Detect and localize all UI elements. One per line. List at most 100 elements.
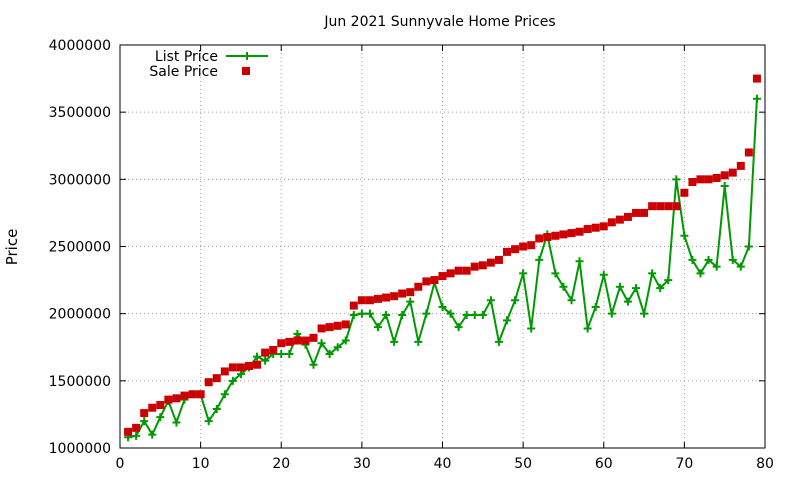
legend-label-sale-price: Sale Price	[149, 64, 218, 80]
y-tick-label: 2500000	[49, 240, 111, 256]
sale-price-point	[269, 345, 278, 354]
sale-price-point	[454, 266, 463, 275]
legend: List Price Sale Price	[149, 49, 268, 80]
sale-price-point	[220, 367, 229, 376]
list-price-point	[253, 352, 262, 361]
list-price-point	[454, 323, 463, 332]
list-price-point	[357, 309, 366, 318]
list-price-point	[712, 262, 721, 271]
list-price-point	[672, 175, 681, 184]
sale-price-point	[277, 339, 286, 348]
sale-price-point	[623, 212, 632, 221]
sale-price-point	[164, 395, 173, 404]
sale-price-point	[583, 225, 592, 234]
sale-price-point	[632, 208, 640, 217]
sale-price-point	[245, 362, 253, 371]
sale-price-point	[478, 261, 487, 270]
list-price-point	[293, 329, 302, 338]
list-price-point	[132, 431, 141, 440]
list-price-point	[527, 324, 536, 333]
sale-price-point	[212, 374, 221, 383]
sale-price-point	[333, 321, 342, 330]
sale-price-point	[591, 223, 600, 232]
list-price-point	[341, 336, 350, 345]
sale-price-point	[551, 231, 560, 240]
list-price-point	[446, 309, 455, 318]
list-price-point	[632, 284, 640, 293]
sale-price-point	[744, 148, 753, 157]
sale-price-point	[422, 277, 431, 286]
sale-price-point	[446, 269, 455, 278]
x-tick-label: 20	[272, 456, 290, 472]
list-price-point	[599, 270, 608, 279]
list-price-point	[212, 405, 221, 414]
list-price-point	[317, 339, 326, 348]
sale-price-point	[656, 202, 665, 211]
sale-price-point	[293, 336, 302, 345]
sale-price-point	[511, 245, 520, 254]
legend-marker-list-price	[243, 52, 251, 60]
sale-price-point	[527, 241, 536, 250]
list-price-point	[623, 297, 632, 306]
list-price-point	[172, 418, 181, 427]
list-price-point	[640, 309, 649, 318]
list-price-point	[349, 311, 358, 320]
sale-price-point	[132, 423, 141, 432]
sale-price-point	[599, 222, 608, 231]
list-price-point	[494, 337, 503, 346]
list-price-point	[567, 296, 576, 305]
x-tick-label: 60	[595, 456, 613, 472]
sale-price-point	[519, 242, 528, 251]
ticks	[119, 44, 766, 449]
list-price-point	[422, 309, 431, 318]
legend-marker-sale-price	[242, 67, 250, 75]
sale-price-point	[752, 74, 761, 83]
y-tick-label: 1000000	[49, 441, 111, 457]
series-layer	[124, 74, 761, 442]
sale-price-point	[398, 289, 407, 298]
list-price-point	[583, 324, 592, 333]
sale-price-point	[309, 333, 318, 342]
list-price-point	[551, 269, 560, 278]
list-price-point	[277, 349, 286, 358]
sale-price-point	[172, 394, 181, 403]
sale-price-point	[228, 363, 237, 372]
sale-price-point	[575, 227, 584, 236]
y-tick-label: 3000000	[49, 172, 111, 188]
list-price-point	[486, 296, 495, 305]
list-price-point	[511, 296, 520, 305]
list-price-point	[365, 309, 374, 318]
list-price-point	[503, 316, 511, 325]
legend-plus-glyph	[243, 52, 251, 60]
x-tick-label: 50	[514, 456, 532, 472]
list-price-point	[680, 231, 689, 240]
sale-price-point	[567, 229, 576, 238]
y-tick-label: 4000000	[49, 38, 111, 54]
sale-price-point	[607, 218, 616, 227]
y-tick-label: 2000000	[49, 307, 111, 323]
sale-price-point	[503, 247, 511, 256]
sale-price-point	[648, 202, 657, 211]
sale-price-point	[349, 301, 358, 310]
list-price-point	[140, 417, 149, 426]
list-price-point	[470, 311, 479, 320]
sale-price-point	[188, 390, 197, 399]
sale-price-point	[148, 403, 157, 412]
sale-price-point	[688, 178, 697, 187]
sale-price-point	[438, 272, 447, 281]
sale-price-point	[204, 378, 213, 387]
sale-price-point	[704, 175, 713, 184]
list-price-point	[535, 255, 544, 264]
x-tick-label: 0	[116, 456, 125, 472]
list-price-point	[559, 282, 568, 291]
sale-price-point	[680, 188, 689, 197]
list-price-point	[414, 337, 423, 346]
list-price-point	[406, 297, 415, 306]
list-price-point	[228, 376, 237, 385]
sale-price-point	[285, 337, 294, 346]
sale-price-point	[261, 348, 270, 357]
list-price-point	[285, 349, 294, 358]
sale-price-point	[382, 293, 391, 302]
sale-price-point	[390, 292, 399, 301]
